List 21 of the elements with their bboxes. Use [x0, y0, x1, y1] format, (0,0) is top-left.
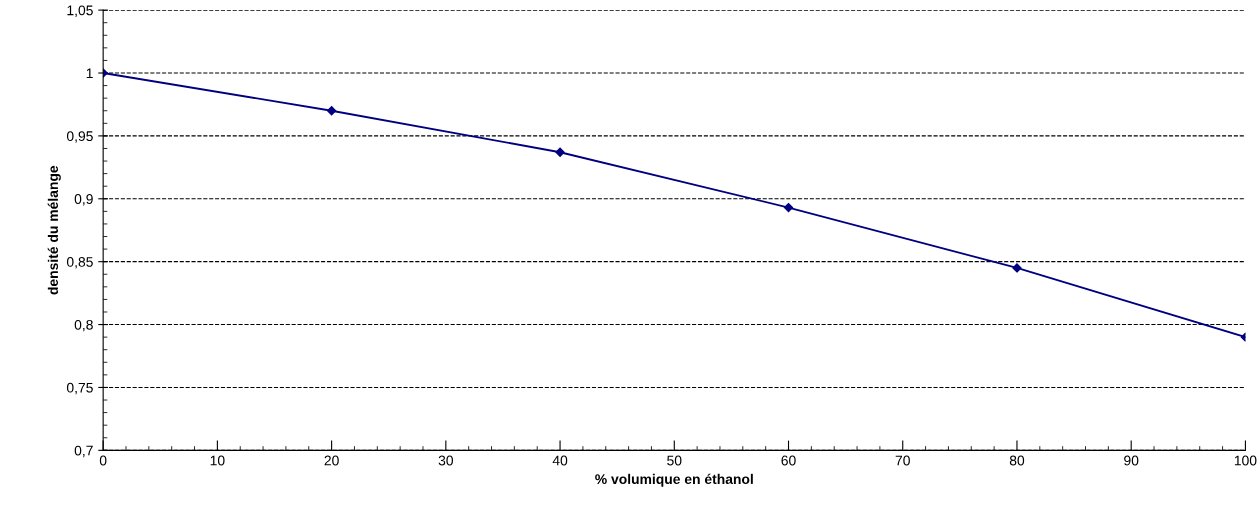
x-tick-label: 70 — [895, 455, 910, 466]
y-tick-label: 1,05 — [67, 5, 93, 17]
x-tick-label: 60 — [781, 455, 796, 466]
y-tick-label: 0,7 — [74, 445, 93, 458]
y-tick-label: 1 — [86, 68, 93, 79]
y-tick-label: 0,9 — [74, 194, 93, 206]
x-tick-label: 80 — [1009, 455, 1025, 466]
x-tick-label: 40 — [552, 455, 568, 466]
x-tick-label: 10 — [210, 455, 225, 466]
x-tick-label: 90 — [1124, 455, 1139, 466]
x-tick-label: 30 — [438, 455, 454, 466]
x-tick-label: 50 — [667, 455, 682, 466]
x-tick-label: 100 — [1234, 455, 1257, 466]
y-tick-label: 0,85 — [66, 257, 93, 269]
y-tick-label: 0,8 — [74, 319, 93, 332]
x-axis-title: % volumique en éthanol — [595, 473, 753, 487]
x-tick-label: 0 — [99, 455, 107, 466]
y-tick-label: 0,95 — [66, 131, 93, 143]
y-tick-label: 0,75 — [66, 382, 93, 395]
x-tick-label: 20 — [324, 455, 339, 466]
y-axis-title: densité du mélange — [47, 165, 61, 295]
